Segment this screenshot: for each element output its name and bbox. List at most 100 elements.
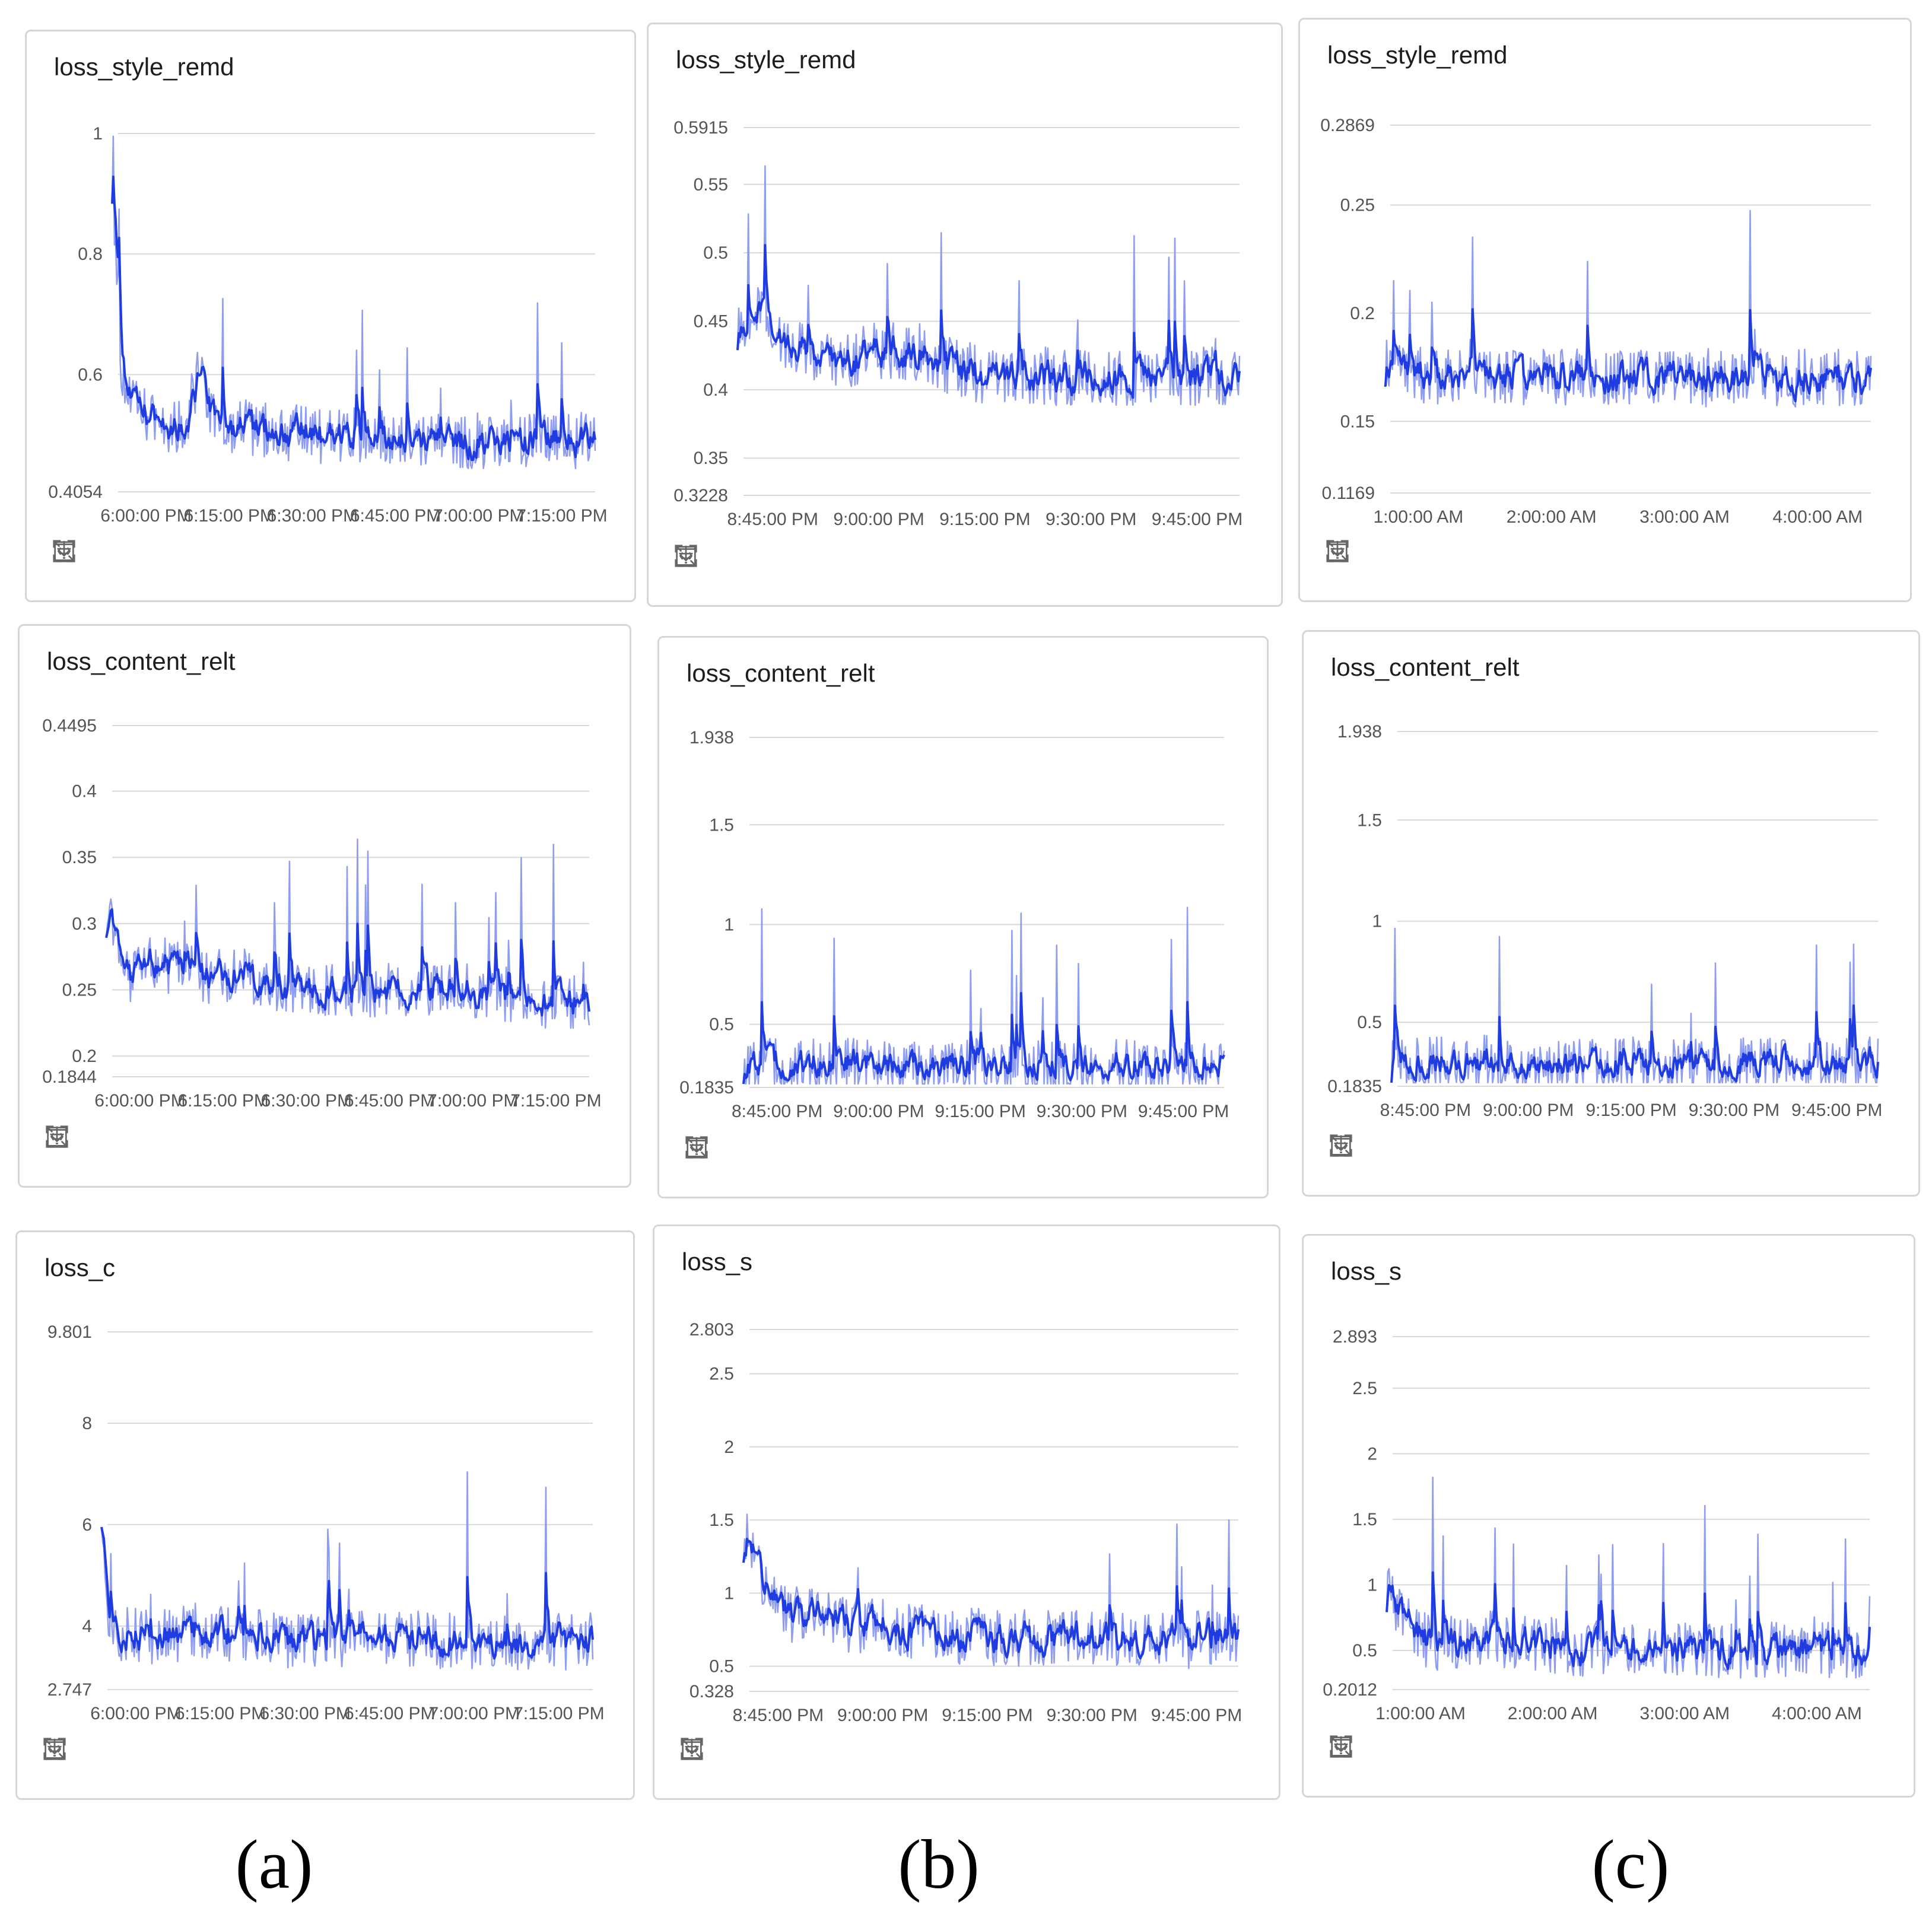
download-icon[interactable] <box>683 1134 710 1161</box>
y-tick-label: 0.3 <box>72 914 97 934</box>
series-smoothed-line <box>736 244 1241 399</box>
chart-card: 1.938 1.5 1 0.5 0.1835 8:45:00 PM 9:00:00 PM 9:… <box>657 636 1269 1198</box>
x-tick-label: 6:30:00 PM <box>259 1704 350 1723</box>
y-tick-label: 0.5 <box>703 243 728 263</box>
series-smoothed-line <box>742 1538 1240 1660</box>
x-tick-label: 9:30:00 PM <box>1046 510 1136 529</box>
x-tick-label: 9:45:00 PM <box>1152 510 1243 529</box>
x-tick-label: 6:00:00 PM <box>100 506 191 526</box>
y-tick-label: 0.1835 <box>1327 1077 1382 1096</box>
x-tick-label: 8:45:00 PM <box>1380 1100 1471 1120</box>
line-chart: 1.938 1.5 1 0.5 0.1835 8:45:00 PM 9:00:00 PM 9:… <box>1327 722 1882 1120</box>
y-tick-label: 9.801 <box>47 1322 92 1342</box>
series-smoothed-line <box>1386 1571 1871 1671</box>
x-tick-label: 6:15:00 PM <box>183 506 274 526</box>
y-tick-label: 1.5 <box>1352 1510 1377 1529</box>
download-icon[interactable] <box>1327 1733 1355 1760</box>
x-tick-label: 9:15:00 PM <box>939 510 1030 529</box>
x-tick-label: 9:00:00 PM <box>833 510 924 529</box>
x-tick-label: 9:15:00 PM <box>935 1102 1025 1121</box>
line-chart: 1.938 1.5 1 0.5 0.1835 8:45:00 PM 9:00:00 PM 9:… <box>679 728 1229 1121</box>
x-tick-label: 1:00:00 AM <box>1374 507 1464 527</box>
x-tick-label: 8:45:00 PM <box>727 510 818 529</box>
x-tick-label: 9:30:00 PM <box>1046 1706 1137 1725</box>
chart-card: 0.2869 0.25 0.2 0.15 0.1169 1:00:00 AM 2:00:00… <box>1298 18 1912 602</box>
x-tick-label: 8:45:00 PM <box>733 1706 824 1725</box>
chart-title: loss_content_relt <box>1331 653 1520 681</box>
y-tick-label: 0.1835 <box>679 1078 734 1098</box>
x-tick-label: 6:45:00 PM <box>344 1091 435 1111</box>
download-icon[interactable] <box>1324 537 1351 565</box>
x-tick-label: 9:15:00 PM <box>1585 1100 1676 1120</box>
x-tick-label: 6:00:00 PM <box>90 1704 181 1723</box>
y-tick-label: 2.5 <box>709 1364 734 1384</box>
series-raw-line <box>105 838 590 1029</box>
y-tick-label: 1.5 <box>709 1510 734 1530</box>
x-tick-label: 6:45:00 PM <box>350 506 441 526</box>
chart-title: loss_content_relt <box>687 659 875 687</box>
download-icon[interactable] <box>678 1735 706 1763</box>
y-tick-label: 0.45 <box>694 311 728 331</box>
y-tick-label: 1.938 <box>1337 722 1382 742</box>
x-tick-label: 7:15:00 PM <box>516 506 607 526</box>
x-tick-label: 7:15:00 PM <box>510 1091 601 1111</box>
y-tick-label: 1 <box>93 124 103 144</box>
download-icon[interactable] <box>672 542 700 570</box>
series-smoothed-line <box>742 992 1225 1084</box>
x-tick-label: 1:00:00 AM <box>1375 1704 1466 1723</box>
x-tick-label: 9:00:00 PM <box>1483 1100 1574 1120</box>
series-raw-line <box>742 1513 1240 1669</box>
y-tick-label: 0.2012 <box>1323 1680 1377 1700</box>
series-raw-line <box>1390 927 1879 1084</box>
y-tick-label: 0.2869 <box>1320 116 1375 135</box>
column-label-a: (a) <box>235 1825 313 1903</box>
x-tick-label: 7:00:00 PM <box>433 506 524 526</box>
x-tick-label: 2:00:00 AM <box>1507 507 1597 527</box>
x-tick-label: 9:30:00 PM <box>1037 1102 1127 1121</box>
line-chart: 2.803 2.5 2 1.5 1 0.5 0.328 8:45:00 PM 9:00:00 P… <box>689 1320 1242 1725</box>
y-tick-label: 0.4054 <box>48 482 103 502</box>
series-raw-line <box>111 135 596 469</box>
x-tick-label: 9:45:00 PM <box>1791 1100 1882 1120</box>
chart-card: 0.5915 0.55 0.5 0.45 0.4 0.35 0.3228 8:45:00 PM… <box>647 23 1283 607</box>
chart-card: 1 0.8 0.6 0.4054 6:00:00 PM 6:15:00 PM 6:30:00… <box>25 30 636 602</box>
chart-title: loss_c <box>45 1254 116 1281</box>
line-chart: 9.801 8 6 4 2.747 6:00:00 PM6:15:00 PM6:30:00… <box>47 1322 605 1723</box>
y-tick-label: 0.2 <box>72 1047 97 1066</box>
y-tick-label: 0.4 <box>703 380 728 400</box>
y-tick-label: 0.1169 <box>1321 484 1375 503</box>
x-tick-label: 3:00:00 AM <box>1639 1704 1730 1723</box>
download-icon[interactable] <box>41 1735 68 1763</box>
y-tick-label: 0.5 <box>1352 1641 1377 1661</box>
y-tick-label: 0.4495 <box>42 716 97 736</box>
x-tick-label: 3:00:00 AM <box>1639 507 1730 527</box>
x-tick-label: 6:15:00 PM <box>175 1704 266 1723</box>
y-tick-label: 1.5 <box>1357 810 1382 830</box>
chart-card: 2.803 2.5 2 1.5 1 0.5 0.328 8:45:00 PM 9:00:00 P… <box>653 1224 1280 1800</box>
download-icon[interactable] <box>1327 1132 1355 1159</box>
y-tick-label: 0.25 <box>1340 196 1375 215</box>
y-tick-label: 1 <box>724 1583 734 1603</box>
y-tick-label: 0.55 <box>694 175 728 195</box>
y-tick-label: 0.25 <box>62 981 97 1000</box>
line-chart: 2.893 2.5 2 1.5 1 0.5 0.2012 1:00:00 AM 2:00:00 … <box>1323 1327 1871 1723</box>
y-tick-label: 2 <box>1367 1444 1377 1464</box>
chart-card: 1.938 1.5 1 0.5 0.1835 8:45:00 PM 9:00:00 PM 9:… <box>1302 630 1920 1197</box>
x-tick-label: 7:00:00 PM <box>427 1091 518 1111</box>
x-tick-label: 6:30:00 PM <box>261 1091 352 1111</box>
download-icon[interactable] <box>50 537 78 565</box>
x-tick-label: 4:00:00 AM <box>1772 507 1863 527</box>
x-tick-label: 9:45:00 PM <box>1138 1102 1229 1121</box>
y-tick-label: 0.3228 <box>673 486 728 505</box>
y-tick-label: 0.2 <box>1350 304 1375 323</box>
download-icon[interactable] <box>43 1123 71 1150</box>
y-tick-label: 2.747 <box>47 1680 92 1700</box>
column-label-c: (c) <box>1591 1825 1670 1903</box>
series-smoothed-line <box>100 1526 594 1660</box>
chart-title: loss_s <box>682 1248 753 1276</box>
x-tick-label: 7:15:00 PM <box>513 1704 604 1723</box>
y-tick-label: 0.5915 <box>673 118 728 138</box>
y-tick-label: 2.5 <box>1352 1379 1377 1398</box>
y-tick-label: 1.5 <box>709 815 734 835</box>
